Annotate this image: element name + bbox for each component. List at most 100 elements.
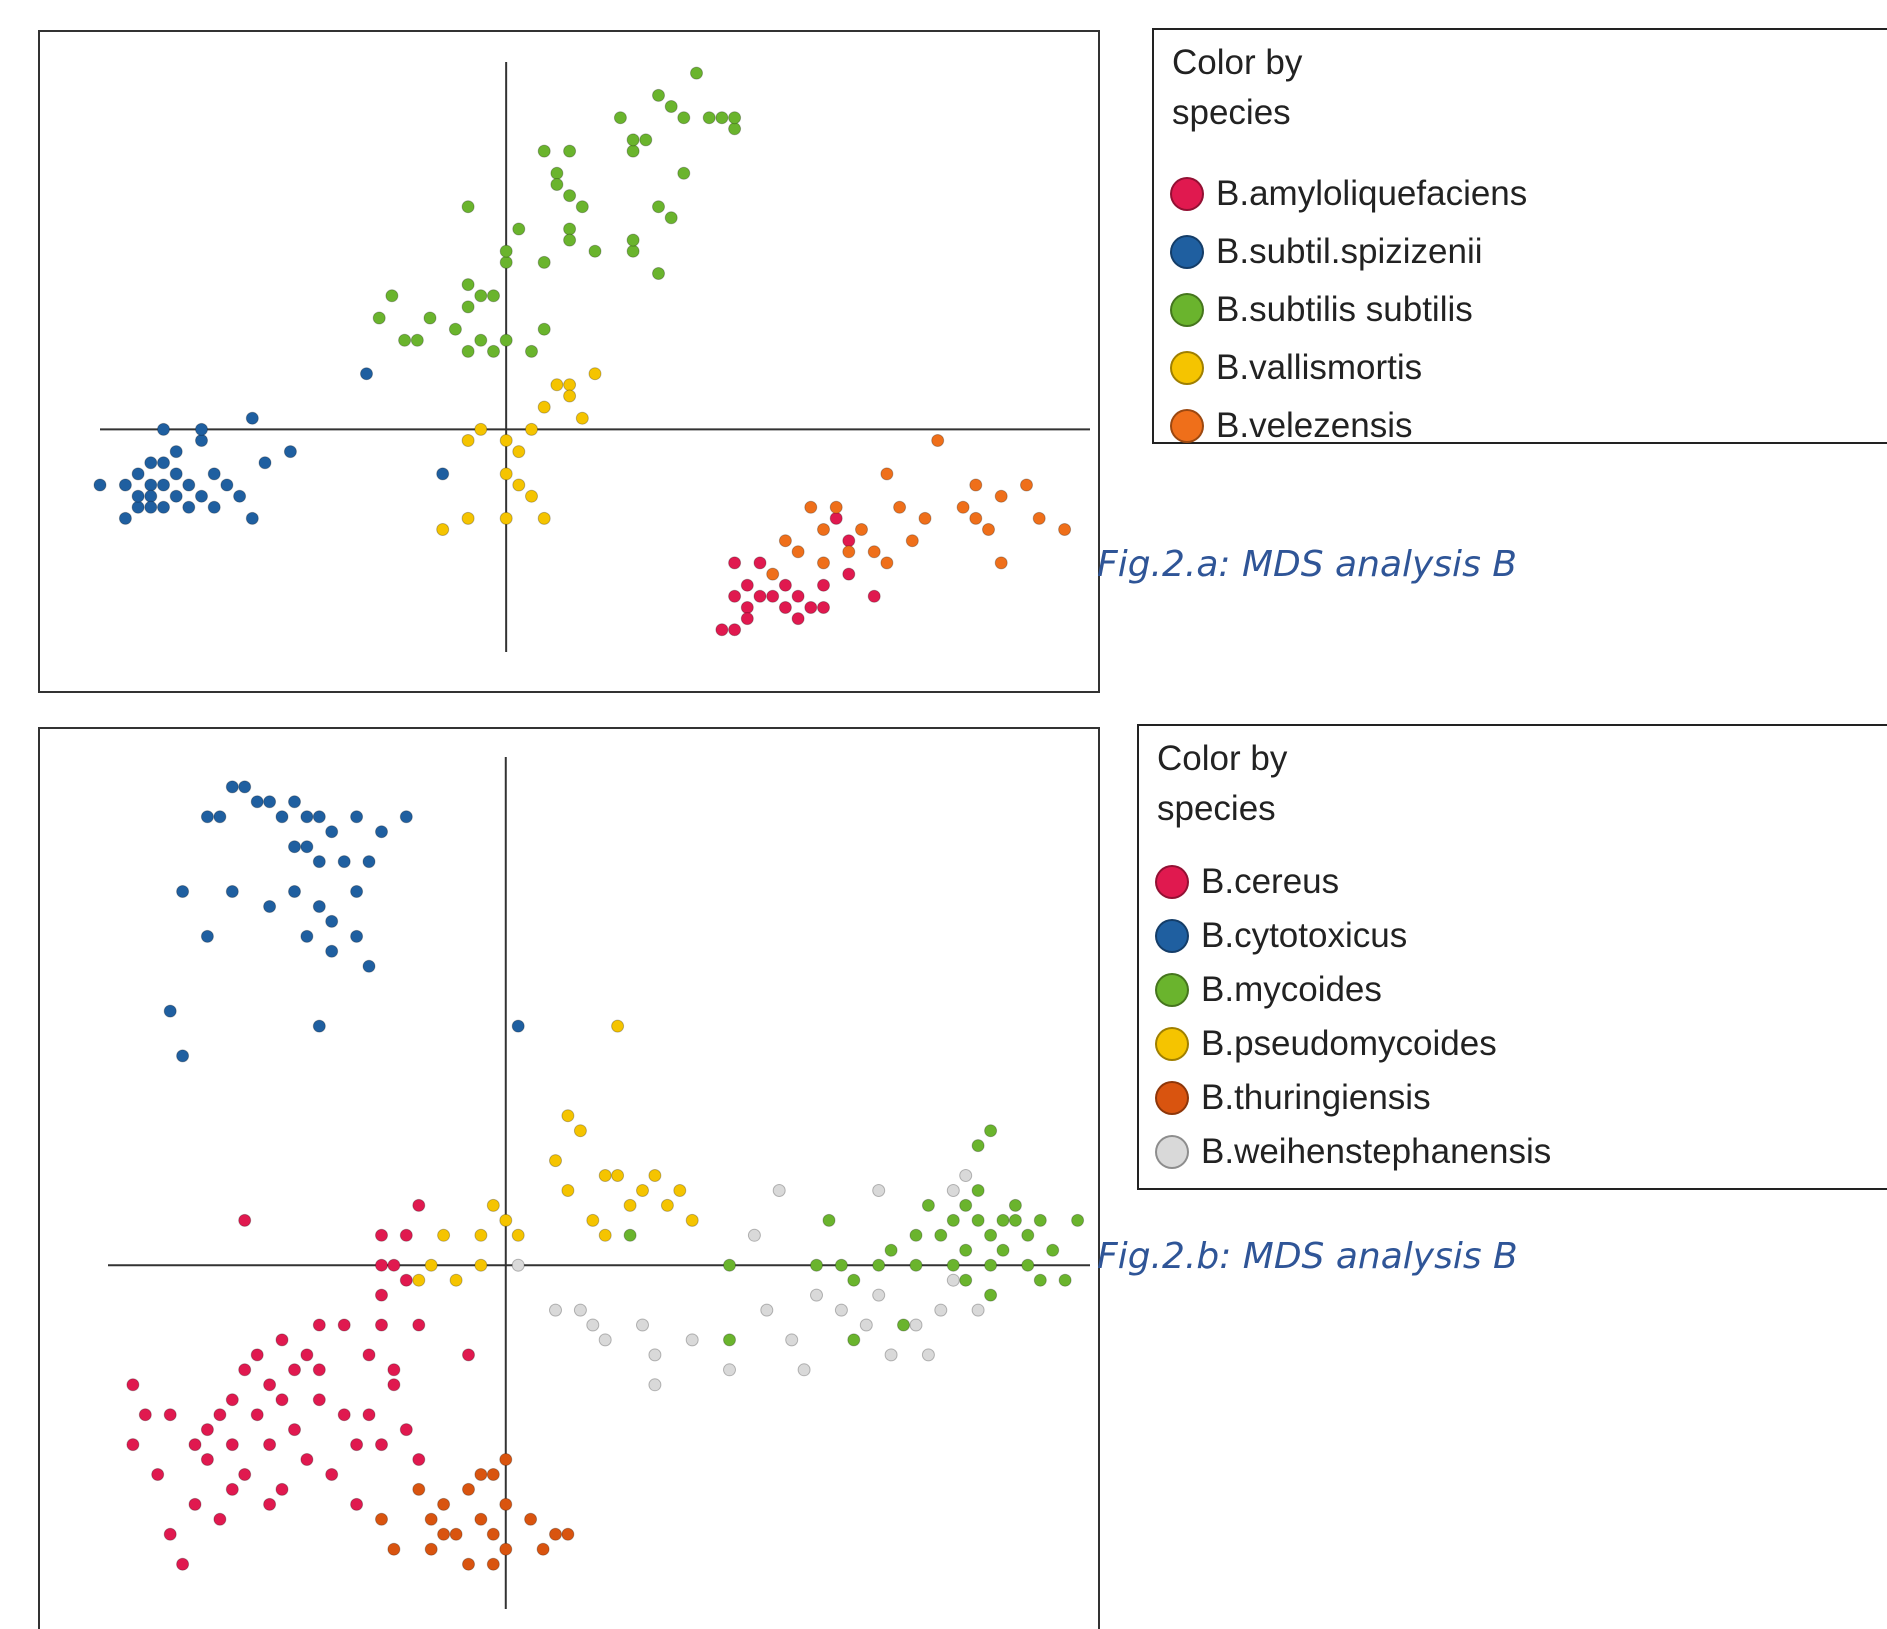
- data-point-a-4: [994, 489, 1008, 503]
- data-point-a-4: [969, 511, 983, 525]
- data-point-a-1: [169, 489, 183, 503]
- data-point-b-2: [834, 1258, 848, 1272]
- data-point-b-1: [300, 810, 314, 824]
- data-point-a-4: [982, 523, 995, 536]
- data-point-b-5: [872, 1184, 886, 1197]
- data-point-b-0: [126, 1378, 140, 1392]
- data-point-a-0: [715, 623, 729, 637]
- data-point-a-3: [499, 434, 513, 447]
- data-point-b-2: [996, 1213, 1010, 1227]
- data-point-a-1: [182, 478, 196, 492]
- data-point-b-2: [984, 1288, 998, 1302]
- data-point-a-3: [537, 400, 551, 414]
- data-point-b-2: [1071, 1213, 1085, 1227]
- legend-a: Color by species B.amyloliquefaciens B.s…: [1152, 28, 1887, 445]
- data-point-b-2: [847, 1273, 861, 1287]
- data-point-a-0: [842, 567, 856, 581]
- data-point-b-0: [138, 1408, 152, 1422]
- legend-a-label: B.velezensis: [1216, 406, 1413, 445]
- legend-a-item: B.velezensis: [1170, 402, 1412, 450]
- data-point-b-2: [971, 1184, 985, 1197]
- data-point-a-0: [778, 578, 792, 592]
- data-point-a-0: [842, 534, 856, 548]
- data-point-a-3: [461, 511, 475, 525]
- data-point-b-0: [337, 1318, 351, 1332]
- data-point-a-4: [817, 523, 830, 536]
- data-point-b-1: [176, 885, 190, 898]
- data-point-b-2: [1021, 1228, 1035, 1242]
- data-point-b-5: [685, 1333, 699, 1347]
- data-point-a-2: [499, 333, 513, 347]
- data-point-b-5: [872, 1288, 886, 1302]
- data-point-a-3: [499, 511, 513, 525]
- data-point-b-0: [375, 1318, 388, 1332]
- data-point-b-1: [325, 944, 339, 958]
- data-point-b-4: [549, 1527, 562, 1541]
- legend-a-marker-4: [1170, 409, 1204, 443]
- data-point-a-2: [385, 289, 399, 303]
- legend-a-item: B.amyloliquefaciens: [1170, 170, 1527, 218]
- data-point-b-0: [263, 1497, 277, 1511]
- data-point-b-0: [200, 1453, 214, 1466]
- data-point-a-2: [563, 144, 577, 158]
- data-point-a-2: [613, 111, 627, 125]
- data-point-a-1: [360, 367, 373, 381]
- data-point-b-4: [375, 1512, 388, 1526]
- data-point-a-2: [563, 222, 577, 236]
- data-point-b-2: [1033, 1213, 1047, 1227]
- data-point-a-2: [652, 200, 665, 214]
- data-point-b-0: [288, 1363, 301, 1377]
- data-point-b-1: [225, 780, 239, 794]
- data-point-b-4: [437, 1497, 451, 1511]
- data-point-b-2: [623, 1228, 637, 1242]
- data-point-b-0: [375, 1288, 388, 1302]
- data-point-a-2: [715, 111, 729, 125]
- data-point-a-3: [525, 489, 538, 503]
- data-point-a-4: [994, 556, 1008, 570]
- data-point-b-5: [946, 1273, 960, 1287]
- data-point-b-1: [263, 795, 277, 809]
- data-point-a-4: [1058, 523, 1072, 536]
- data-point-b-0: [225, 1482, 239, 1496]
- legend-b-marker-5: [1155, 1135, 1189, 1169]
- data-point-b-2: [946, 1258, 960, 1272]
- data-point-b-0: [312, 1318, 326, 1332]
- data-point-b-2: [1008, 1213, 1022, 1227]
- data-point-a-1: [169, 467, 183, 481]
- data-point-b-5: [747, 1228, 761, 1242]
- data-point-b-0: [325, 1468, 339, 1481]
- data-point-b-3: [573, 1124, 587, 1138]
- data-point-b-0: [412, 1453, 426, 1466]
- data-point-a-1: [131, 500, 145, 514]
- data-point-b-3: [648, 1169, 662, 1182]
- data-point-b-2: [971, 1139, 985, 1153]
- data-point-a-0: [740, 601, 754, 614]
- data-point-b-0: [151, 1468, 165, 1481]
- legend-b-label: B.pseudomycoides: [1201, 1024, 1497, 1063]
- data-point-b-2: [984, 1258, 998, 1272]
- data-point-b-1: [263, 900, 277, 913]
- data-point-a-2: [525, 344, 538, 358]
- data-point-b-2: [971, 1213, 985, 1227]
- data-point-a-1: [157, 422, 170, 436]
- legend-b-title: Color by species: [1157, 739, 1288, 828]
- data-point-b-2: [984, 1124, 998, 1138]
- data-point-a-2: [461, 344, 475, 358]
- data-point-b-2: [909, 1258, 923, 1272]
- data-point-b-0: [399, 1228, 413, 1242]
- data-point-b-1: [375, 825, 388, 839]
- data-point-a-2: [499, 244, 513, 258]
- legend-b-marker-4: [1155, 1081, 1189, 1115]
- data-point-a-2: [728, 122, 742, 136]
- data-point-b-5: [549, 1303, 562, 1317]
- data-point-a-0: [728, 556, 742, 570]
- data-point-a-2: [563, 233, 577, 247]
- data-point-a-2: [626, 244, 640, 258]
- data-point-a-1: [157, 500, 170, 514]
- legend-b-label: B.weihenstephanensis: [1201, 1132, 1552, 1171]
- data-point-b-5: [598, 1333, 612, 1347]
- data-point-a-1: [131, 467, 145, 481]
- data-point-b-4: [474, 1468, 488, 1481]
- data-point-b-3: [499, 1213, 513, 1227]
- data-point-b-0: [375, 1258, 388, 1272]
